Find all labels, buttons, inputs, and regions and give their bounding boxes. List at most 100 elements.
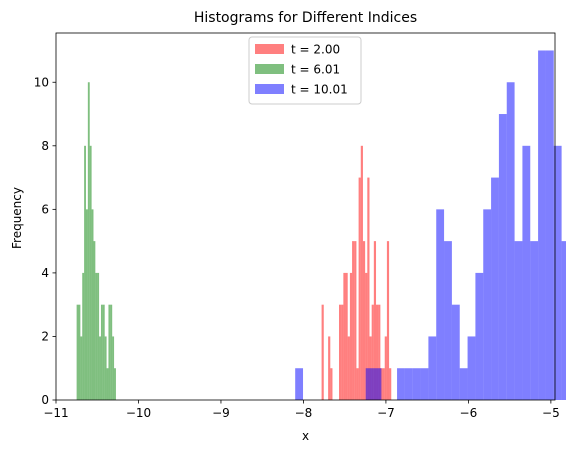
bar-series1-bin10 [343,272,346,400]
plot-frame [55,32,556,401]
bar-series2-bin7 [89,145,92,400]
bar-series3-bin9 [365,368,374,400]
bar-series3-bin33 [553,145,562,400]
x-tick-label: −5 [542,406,560,420]
bar-series2-bin14 [102,304,105,400]
bar-series1-bin17 [358,177,361,400]
bar-series2-bin15 [104,336,107,400]
bar-series3-bin26 [498,114,507,400]
bar-series1-bin4 [330,368,333,400]
bar-series3-bin15 [412,368,421,400]
bar-series1-bin16 [356,368,359,400]
y-tick-label: 10 [34,75,49,89]
bar-series3-bin24 [483,209,492,400]
bar-series2-bin13 [100,304,103,400]
bar-series1-bin27 [380,368,383,400]
bar-series1-bin19 [362,241,366,400]
bar-series1-bin24 [373,241,377,400]
bar-series3-bin19 [444,241,452,400]
bar-series2-bin20 [114,368,116,400]
bar-series1-bin3 [328,336,331,400]
x-axis: −11 −10 −9 −8 −7 −6 −5 [43,400,560,420]
bar-series2-bin9 [93,241,96,400]
bar-series2-bin0 [76,304,79,400]
bar-series2-bin6 [87,82,90,400]
bar-series2-bin12 [99,336,101,400]
bar-series1-bin31 [389,368,392,400]
x-tick-label: −9 [212,406,230,420]
bar-series1-bin14 [352,241,355,400]
bar-series3-bin31 [538,50,546,400]
bar-series3-bin30 [530,241,539,400]
legend-label: t = 10.01 [291,83,348,97]
bar-series3-bin23 [475,272,484,400]
bar-series2-bin3 [82,272,85,400]
y-axis: 0 2 4 6 8 10 [34,75,56,407]
x-tick-label: −7 [377,406,395,420]
legend-swatch [255,64,284,74]
bar-series3-bin22 [467,336,476,400]
bar-series2-bin10 [95,272,98,400]
bar-series3-bin34 [561,241,566,400]
x-tick-label: −11 [43,406,68,420]
bar-series3-bin20 [451,304,460,400]
bar-series3-bin28 [514,241,523,400]
bar-series1-bin8 [339,304,342,400]
bar-series3-bin27 [506,82,515,400]
bar-series1-bin30 [386,241,390,400]
bar-series3-bin32 [545,50,554,400]
bar-series2-bin4 [84,145,86,400]
bar-series3-bin21 [459,368,468,400]
legend: t = 2.00 t = 6.01 t = 10.01 [248,36,362,105]
bar-series3-bin17 [428,336,437,400]
bar-series2-bin5 [85,209,88,400]
bar-series3-bin0 [295,368,304,400]
bar-series3-bin13 [397,368,405,400]
bars-layer [76,50,566,400]
legend-swatch [255,84,284,94]
bar-series3-bin25 [491,177,499,400]
bar-series1-bin25 [376,304,379,400]
bar-series2-bin11 [97,272,100,400]
legend-swatch [255,44,284,54]
bar-series1-bin26 [378,304,381,400]
bar-series3-bin29 [522,145,531,400]
bar-series3-bin14 [404,368,413,400]
bar-series3-bin10 [373,368,382,400]
bar-series1-bin28 [382,368,385,400]
bar-series1-bin23 [371,304,374,400]
bar-series3-bin18 [436,209,445,400]
x-tick-label: −6 [460,406,478,420]
bar-series1-bin11 [345,272,348,400]
legend-label: t = 2.00 [291,43,340,57]
y-tick-label: 0 [41,393,49,407]
x-tick-label: −10 [126,406,151,420]
bar-series1-bin13 [349,272,353,400]
y-axis-label: Frequency [10,187,24,249]
bar-series1-bin29 [384,336,387,400]
legend-label: t = 6.01 [291,63,340,77]
bar-series2-bin18 [110,304,113,400]
bar-series2-bin17 [108,304,111,400]
bar-series2-bin8 [91,209,94,400]
y-tick-label: 4 [41,266,49,280]
bar-series2-bin2 [80,336,83,400]
chart-title: Histograms for Different Indices [194,10,417,26]
y-tick-label: 6 [41,202,49,216]
bar-series3-bin16 [420,368,429,400]
y-tick-label: 8 [41,139,49,153]
bar-series1-bin9 [341,304,344,400]
bar-series1-bin20 [365,272,368,400]
x-axis-label: x [302,429,309,443]
bar-series1-bin18 [360,145,363,400]
bar-series2-bin19 [112,336,115,400]
bar-series1-bin0 [321,304,324,400]
bar-series1-bin15 [354,241,357,400]
y-tick-label: 2 [41,329,49,343]
bar-series1-bin12 [347,336,350,400]
bar-series2-bin16 [106,368,109,400]
bar-series1-bin21 [367,177,370,400]
x-tick-label: −8 [295,406,313,420]
bar-series2-bin1 [78,304,81,400]
